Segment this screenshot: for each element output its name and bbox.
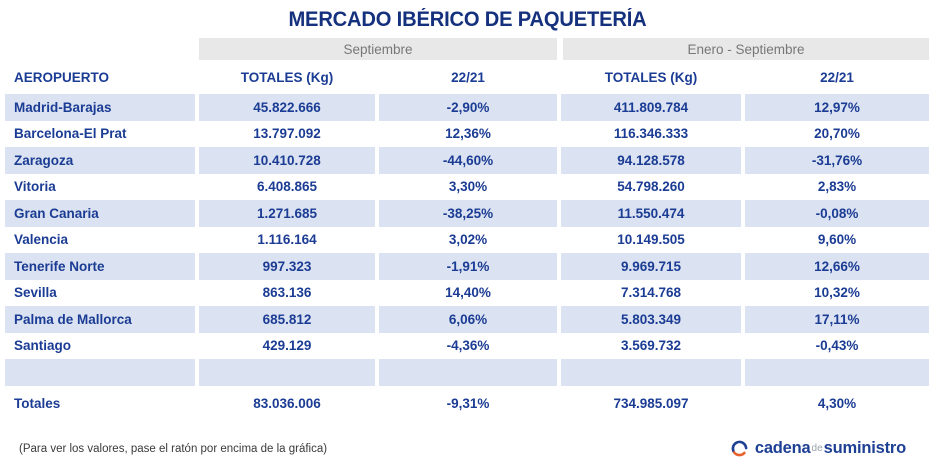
logo-text-suministro: suministro bbox=[823, 439, 907, 457]
totals-row[interactable]: Totales 83.036.006 -9,31% 734.985.097 4,… bbox=[5, 391, 929, 417]
circular-arrows-logo-icon bbox=[731, 440, 748, 457]
september-yoy-cell: 3,02% bbox=[448, 232, 488, 248]
september-totals-column-header: TOTALES (Kg) bbox=[240, 70, 334, 85]
totals-ytd-cell: 734.985.097 bbox=[613, 396, 689, 411]
september-totals-cell: 997.323 bbox=[199, 253, 375, 280]
ytd-totals-cell: 411.809.784 bbox=[561, 94, 741, 121]
september-yoy-cell: 14,40% bbox=[445, 285, 491, 301]
september-totals-cell: 685.812 bbox=[199, 306, 375, 333]
table-row[interactable]: Barcelona-El Prat 13.797.092 12,36% 116.… bbox=[5, 121, 929, 148]
table-row[interactable]: Madrid-Barajas 45.822.666 -2,90% 411.809… bbox=[5, 94, 929, 121]
table-row[interactable]: Vitoria 6.408.865 3,30% 54.798.260 2,83% bbox=[5, 174, 929, 201]
period-header-spacer bbox=[5, 38, 199, 60]
ytd-totals-cell: 11.550.474 bbox=[561, 200, 741, 227]
table-row[interactable]: Sevilla 863.136 14,40% 7.314.768 10,32% bbox=[5, 280, 929, 307]
september-yoy-cell: 3,30% bbox=[448, 179, 488, 195]
september-yoy-cell: -1,91% bbox=[379, 253, 557, 280]
september-totals-cell: 45.822.666 bbox=[199, 94, 375, 121]
page-title-text: MERCADO IBÉRICO DE PAQUETERÍA bbox=[287, 8, 647, 31]
september-yoy-cell: 6,06% bbox=[379, 306, 557, 333]
ytd-yoy-column-header: 22/21 bbox=[820, 70, 854, 85]
airport-name-cell: Sevilla bbox=[14, 285, 57, 301]
september-totals-cell: 1.271.685 bbox=[199, 200, 375, 227]
september-yoy-cell: -4,36% bbox=[446, 338, 490, 354]
ytd-yoy-cell: 10,32% bbox=[814, 285, 860, 301]
september-totals-cell: 429.129 bbox=[262, 338, 312, 354]
ytd-totals-cell: 10.149.505 bbox=[617, 232, 685, 248]
spacer-cell bbox=[745, 359, 929, 386]
september-totals-cell: 6.408.865 bbox=[256, 179, 318, 195]
airport-name-cell: Vitoria bbox=[14, 179, 56, 195]
totals-label-cell: Totales bbox=[14, 396, 61, 411]
airport-name-cell: Tenerife Norte bbox=[5, 253, 195, 280]
ytd-totals-cell: 7.314.768 bbox=[620, 285, 682, 301]
september-yoy-cell: -2,90% bbox=[379, 94, 557, 121]
spacer-cell bbox=[5, 359, 195, 386]
table-row[interactable]: Gran Canaria 1.271.685 -38,25% 11.550.47… bbox=[5, 200, 929, 227]
airport-name-cell: Madrid-Barajas bbox=[5, 94, 195, 121]
ytd-totals-cell: 116.346.333 bbox=[613, 126, 689, 142]
ytd-totals-cell: 9.969.715 bbox=[561, 253, 741, 280]
spacer-cell bbox=[561, 359, 741, 386]
hover-hint-footnote: (Para ver los valores, pase el ratón por… bbox=[19, 442, 328, 455]
ytd-totals-column-header: TOTALES (Kg) bbox=[604, 70, 698, 85]
airport-name-cell: Santiago bbox=[14, 338, 72, 354]
ytd-yoy-cell: -31,76% bbox=[745, 147, 929, 174]
ytd-totals-cell: 94.128.578 bbox=[561, 147, 741, 174]
totals-ytd-yoy-cell: 4,30% bbox=[817, 396, 857, 411]
ytd-yoy-cell: -0,43% bbox=[815, 338, 859, 354]
ytd-totals-cell: 3.569.732 bbox=[620, 338, 682, 354]
table-body: Madrid-Barajas 45.822.666 -2,90% 411.809… bbox=[5, 94, 929, 359]
ytd-totals-cell: 5.803.349 bbox=[561, 306, 741, 333]
airport-column-header: AEROPUERTO bbox=[14, 70, 110, 85]
ytd-yoy-cell: -0,08% bbox=[745, 200, 929, 227]
september-yoy-column-header: 22/21 bbox=[451, 70, 485, 85]
september-totals-cell: 863.136 bbox=[262, 285, 312, 301]
period-january-september-band: Enero - Septiembre bbox=[563, 38, 929, 60]
table-row[interactable]: Valencia 1.116.164 3,02% 10.149.505 9,60… bbox=[5, 227, 929, 254]
period-header-row: Septiembre Enero - Septiembre bbox=[5, 38, 929, 60]
spacer-cell bbox=[199, 359, 375, 386]
ytd-totals-cell: 54.798.260 bbox=[617, 179, 685, 195]
logo-text-cadena: cadena bbox=[754, 439, 811, 457]
footer: (Para ver los valores, pase el ratón por… bbox=[0, 439, 934, 458]
ytd-yoy-cell: 17,11% bbox=[745, 306, 929, 333]
totals-september-yoy-cell: -9,31% bbox=[446, 396, 490, 411]
ytd-yoy-cell: 20,70% bbox=[814, 126, 860, 142]
september-yoy-cell: -38,25% bbox=[379, 200, 557, 227]
table-row[interactable]: Santiago 429.129 -4,36% 3.569.732 -0,43% bbox=[5, 333, 929, 360]
airport-name-cell: Zaragoza bbox=[5, 147, 195, 174]
column-header-row: AEROPUERTO TOTALES (Kg) 22/21 TOTALES (K… bbox=[5, 64, 929, 91]
airport-name-cell: Gran Canaria bbox=[5, 200, 195, 227]
table-row[interactable]: Palma de Mallorca 685.812 6,06% 5.803.34… bbox=[5, 306, 929, 333]
spacer-row bbox=[5, 359, 929, 386]
table-row[interactable]: Tenerife Norte 997.323 -1,91% 9.969.715 … bbox=[5, 253, 929, 280]
ytd-yoy-cell: 2,83% bbox=[817, 179, 857, 195]
airport-name-cell: Barcelona-El Prat bbox=[14, 126, 127, 142]
ytd-yoy-cell: 12,97% bbox=[745, 94, 929, 121]
period-september-band: Septiembre bbox=[199, 38, 557, 60]
spacer-cell bbox=[379, 359, 557, 386]
page-title: MERCADO IBÉRICO DE PAQUETERÍA bbox=[0, 0, 934, 38]
september-totals-cell: 13.797.092 bbox=[253, 126, 321, 142]
totals-september-cell: 83.036.006 bbox=[253, 396, 321, 411]
cadena-de-suministro-logo: cadena de suministro bbox=[730, 439, 906, 458]
airport-name-cell: Valencia bbox=[14, 232, 69, 248]
september-yoy-cell: 12,36% bbox=[445, 126, 491, 142]
ytd-yoy-cell: 9,60% bbox=[817, 232, 857, 248]
ytd-yoy-cell: 12,66% bbox=[745, 253, 929, 280]
september-totals-cell: 1.116.164 bbox=[257, 232, 317, 248]
airports-table: Septiembre Enero - Septiembre AEROPUERTO… bbox=[5, 38, 929, 417]
table-row[interactable]: Zaragoza 10.410.728 -44,60% 94.128.578 -… bbox=[5, 147, 929, 174]
airport-name-cell: Palma de Mallorca bbox=[5, 306, 195, 333]
logo-text-de: de bbox=[811, 443, 823, 454]
september-totals-cell: 10.410.728 bbox=[199, 147, 375, 174]
september-yoy-cell: -44,60% bbox=[379, 147, 557, 174]
